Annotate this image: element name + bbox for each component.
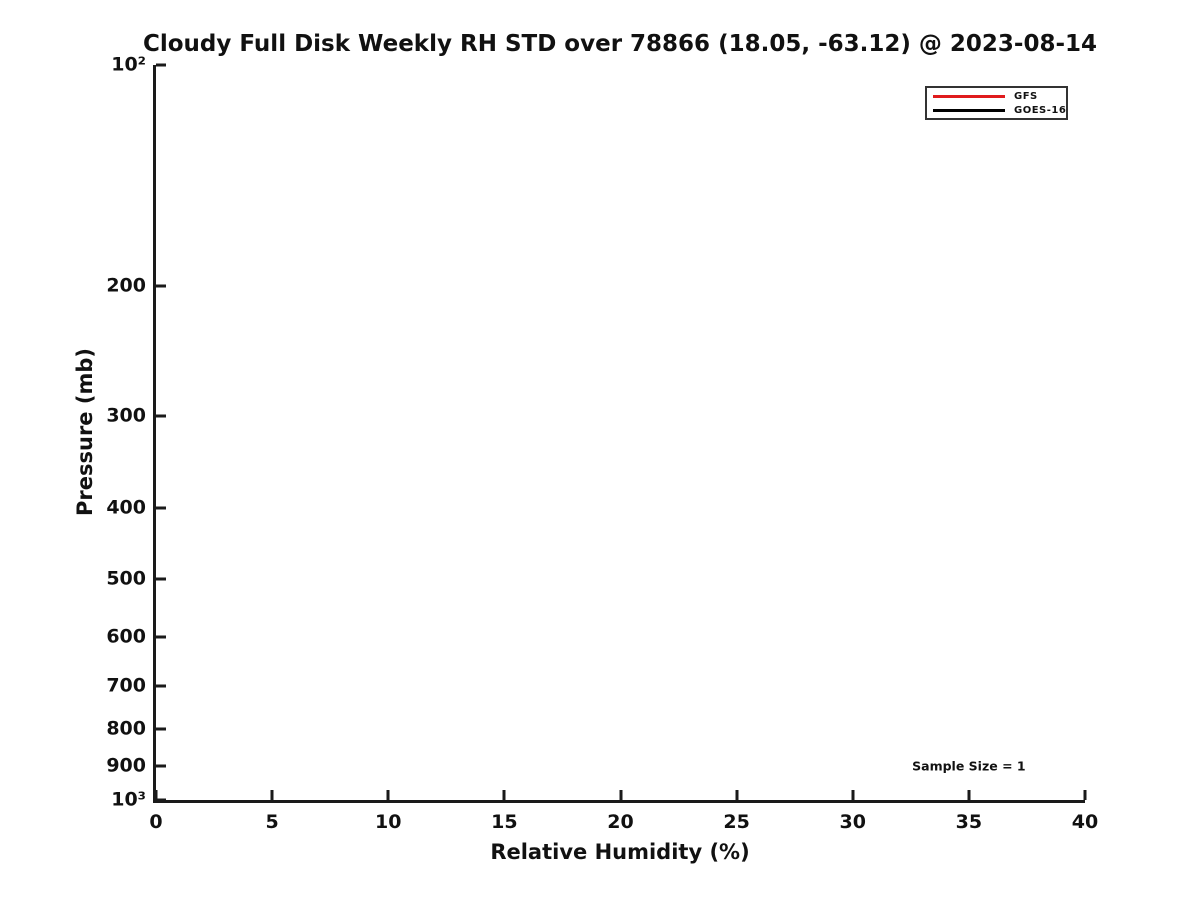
x-tick-mark: [502, 790, 506, 800]
goes16-line-swatch: [933, 108, 1005, 112]
y-tick-label: 500: [106, 567, 146, 590]
y-tick-label: 800: [106, 717, 146, 740]
x-tick-label: 20: [607, 811, 634, 833]
y-tick-mark: [156, 635, 166, 639]
x-axis-label: Relative Humidity (%): [490, 840, 750, 864]
y-axis-label: Pressure (mb): [73, 348, 97, 516]
y-tick-mark: [156, 414, 166, 418]
y-tick-label: 10²: [111, 53, 146, 76]
x-tick-label: 10: [375, 811, 402, 833]
y-tick-label: 10³: [111, 788, 146, 811]
x-tick-label: 0: [149, 811, 163, 833]
x-tick-mark: [967, 790, 971, 800]
y-tick-label: 300: [106, 404, 146, 427]
y-tick-mark: [156, 727, 166, 731]
y-tick-mark: [156, 506, 166, 509]
x-tick-mark: [154, 790, 158, 800]
legend-label-gfs: GFS: [1014, 90, 1038, 102]
sample-size-annotation: Sample Size = 1: [912, 758, 1026, 774]
y-tick-label: 700: [106, 674, 146, 697]
legend: GFS GOES-16: [925, 86, 1068, 120]
legend-label-goes16: GOES-16: [1014, 104, 1067, 116]
x-tick-mark: [270, 790, 274, 800]
y-tick-mark: [156, 284, 166, 288]
chart-title: Cloudy Full Disk Weekly RH STD over 7886…: [142, 31, 1098, 57]
legend-entry-goes16: GOES-16: [933, 104, 1066, 116]
x-tick-mark: [386, 790, 390, 800]
x-tick-mark: [619, 790, 622, 800]
y-tick-label: 400: [106, 496, 146, 519]
x-tick-label: 40: [1071, 811, 1099, 833]
x-tick-mark: [1083, 790, 1087, 800]
y-tick-mark: [156, 577, 166, 581]
series-lines: [156, 65, 1085, 800]
y-tick-mark: [156, 684, 166, 688]
y-tick-mark: [156, 63, 166, 67]
plot-area: 10² 200 300 400 500 600 700 800 900 10³ 0 5 10 15 20 2…: [106, 54, 1098, 833]
x-tick-mark: [851, 790, 855, 800]
x-tick-label: 25: [723, 811, 750, 833]
x-tick-label: 30: [839, 811, 866, 833]
gfs-line-swatch: [933, 94, 1005, 98]
x-tick-label: 15: [491, 811, 518, 833]
x-tick-label: 5: [265, 811, 279, 833]
x-tick-label: 35: [955, 811, 983, 833]
y-tick-mark: [156, 764, 166, 768]
y-axis-spine: [153, 65, 156, 803]
x-axis-spine: [153, 800, 1085, 803]
y-tick-label: 900: [106, 754, 146, 777]
x-tick-mark: [735, 790, 739, 800]
y-tick-mark: [156, 798, 166, 802]
y-tick-label: 200: [106, 274, 146, 297]
y-tick-label: 600: [106, 625, 146, 648]
legend-entry-gfs: GFS: [933, 90, 1060, 102]
